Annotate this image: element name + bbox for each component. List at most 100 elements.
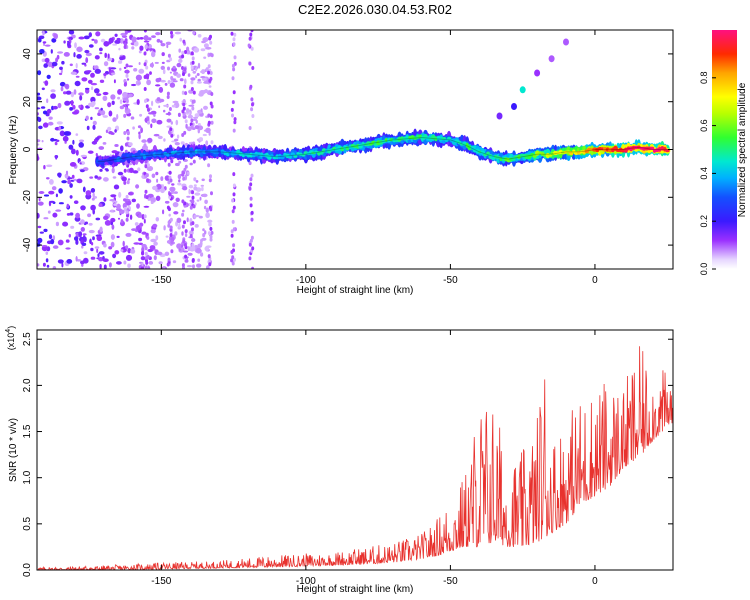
noise-speck — [184, 254, 188, 259]
noise-speck — [156, 38, 161, 43]
ridge-blob — [470, 145, 475, 150]
noise-speck — [104, 52, 107, 59]
noise-speck — [132, 126, 135, 130]
noise-speck — [203, 205, 207, 210]
noise-speck — [185, 50, 191, 55]
ridge-blob — [296, 152, 300, 156]
noise-speck — [55, 209, 62, 212]
noise-speck — [58, 202, 64, 205]
noise-speck — [124, 38, 128, 43]
noise-speck — [64, 141, 67, 144]
noise-speck — [40, 106, 46, 109]
noise-speck — [53, 33, 58, 40]
noise-speck — [208, 262, 212, 267]
snr-series-line — [37, 346, 673, 570]
noise-speck — [248, 36, 252, 41]
noise-speck — [108, 37, 114, 44]
noise-speck — [61, 262, 64, 268]
noise-speck — [103, 177, 109, 182]
noise-speck — [65, 239, 70, 243]
noise-speck — [198, 137, 203, 141]
noise-speck — [182, 72, 185, 77]
noise-speck — [250, 46, 254, 51]
noise-speck — [76, 259, 82, 262]
noise-speck — [129, 214, 133, 220]
noise-speck — [205, 140, 209, 146]
ridge-blob — [416, 134, 420, 140]
noise-speck — [167, 111, 171, 116]
noise-speck — [50, 93, 56, 99]
noise-speck — [251, 246, 255, 251]
noise-speck — [123, 113, 127, 118]
noise-speck — [129, 167, 134, 173]
ridge-blob — [100, 160, 105, 164]
noise-speck — [107, 126, 112, 131]
noise-speck — [151, 51, 156, 58]
noise-speck — [128, 142, 133, 147]
noise-speck — [168, 131, 172, 135]
noise-speck — [61, 60, 65, 65]
noise-speck — [153, 255, 157, 261]
noise-speck — [146, 178, 150, 183]
noise-speck — [75, 149, 79, 156]
noise-speck — [103, 41, 110, 47]
noise-speck — [197, 34, 202, 38]
noise-speck — [91, 86, 94, 91]
noise-speck — [63, 91, 67, 95]
noise-speck — [69, 63, 73, 67]
noise-speck — [192, 264, 195, 269]
ridge-blob — [290, 152, 295, 156]
spectrogram-y-axis-label: Frequency (Hz) — [8, 116, 19, 185]
noise-speck — [123, 180, 127, 185]
noise-speck — [231, 209, 235, 214]
noise-speck — [144, 99, 147, 103]
noise-speck — [126, 78, 130, 81]
noise-speck — [172, 65, 176, 70]
noise-speck — [46, 108, 52, 114]
noise-speck — [169, 82, 176, 88]
noise-speck — [136, 224, 141, 231]
noise-speck — [178, 248, 182, 251]
noise-speck — [98, 203, 103, 208]
noise-speck — [171, 104, 176, 108]
ridge-center-trace — [97, 136, 671, 162]
noise-speck — [78, 104, 82, 109]
noise-speck — [81, 77, 88, 82]
noise-speck — [91, 242, 94, 246]
noise-speck — [149, 245, 156, 250]
noise-speck — [155, 195, 161, 201]
noise-speck — [81, 245, 84, 249]
noise-speck — [197, 62, 201, 69]
noise-speck — [147, 248, 153, 253]
noise-speck — [103, 73, 107, 76]
noise-speck — [37, 96, 42, 101]
noise-speck — [181, 199, 185, 204]
noise-speck — [150, 229, 156, 234]
noise-speck — [61, 180, 67, 184]
harmonic-blob — [534, 69, 541, 77]
noise-speck — [114, 33, 118, 37]
noise-speck — [155, 84, 161, 87]
noise-speck — [144, 251, 148, 256]
noise-speck — [194, 113, 201, 118]
noise-speck — [149, 71, 152, 75]
ridge-blob — [660, 146, 665, 151]
noise-speck — [51, 186, 57, 191]
noise-speck — [50, 238, 55, 245]
noise-speck — [170, 30, 173, 35]
noise-speck — [149, 62, 154, 68]
noise-speck — [191, 56, 195, 61]
noise-speck — [133, 68, 138, 72]
colorbar-tick-label: 0.8 — [699, 72, 709, 85]
noise-speck — [123, 168, 127, 173]
noise-speck — [83, 257, 89, 264]
noise-speck — [197, 78, 201, 82]
noise-speck — [63, 52, 70, 57]
noise-speck — [170, 76, 174, 80]
noise-speck — [99, 79, 105, 84]
noise-speck — [169, 236, 172, 241]
noise-speck — [250, 97, 254, 102]
noise-speck — [192, 204, 196, 209]
noise-speck — [146, 254, 150, 259]
